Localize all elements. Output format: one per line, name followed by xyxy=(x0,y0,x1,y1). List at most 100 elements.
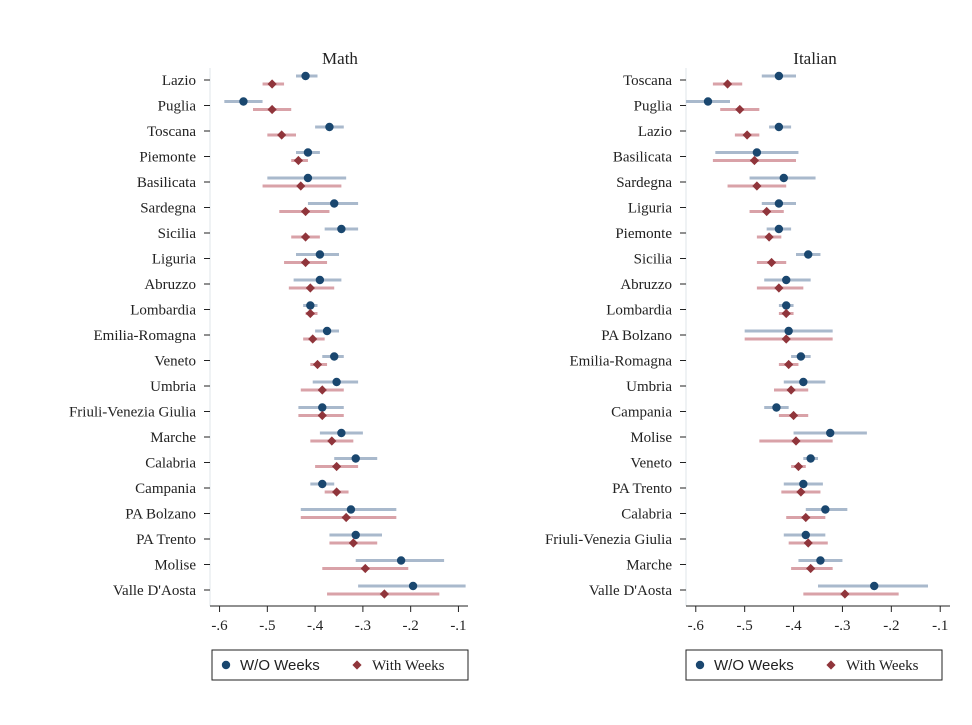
legend-marker-wo xyxy=(695,660,705,670)
legend-marker-with xyxy=(352,660,362,670)
data-point xyxy=(351,454,360,463)
x-tick-label: -.4 xyxy=(785,618,802,634)
category-label: Lombardia xyxy=(130,303,196,319)
data-point xyxy=(801,512,811,523)
data-point xyxy=(408,581,418,591)
data-point xyxy=(351,530,360,540)
data-point xyxy=(300,232,311,242)
data-point xyxy=(346,505,356,514)
data-point xyxy=(782,275,791,285)
data-point xyxy=(301,71,310,81)
data-point xyxy=(774,199,784,208)
data-point xyxy=(332,461,342,472)
category-label: Valle D'Aosta xyxy=(113,583,196,599)
data-point xyxy=(360,563,370,574)
data-point xyxy=(332,377,341,387)
data-point xyxy=(782,301,791,310)
data-point xyxy=(315,275,325,285)
data-point xyxy=(781,334,791,344)
category-label: Molise xyxy=(154,558,196,574)
data-point xyxy=(318,479,327,489)
data-point xyxy=(317,410,327,421)
data-point xyxy=(305,308,315,319)
data-point xyxy=(784,326,793,336)
legend-label: W/O Weeks xyxy=(714,657,794,674)
data-point xyxy=(300,257,311,268)
data-point xyxy=(332,487,342,497)
x-tick-label: -.3 xyxy=(355,618,371,634)
data-point xyxy=(774,224,784,234)
panel-math: Math Lazio Puglia Toscana Piemonte Basilicata… xyxy=(69,49,469,681)
data-point xyxy=(300,206,311,217)
data-point xyxy=(774,122,784,132)
data-point xyxy=(303,173,313,183)
x-tick-label: -.2 xyxy=(403,618,419,634)
category-label: PA Bolzano xyxy=(125,507,196,523)
category-label: Valle D'Aosta xyxy=(589,583,672,599)
data-point xyxy=(772,403,781,412)
category-label: Liguria xyxy=(152,252,196,268)
legend-label: With Weeks xyxy=(372,658,445,674)
category-label: PA Bolzano xyxy=(601,328,672,344)
category-label: Sicilia xyxy=(158,226,197,242)
data-point xyxy=(816,556,825,565)
data-point xyxy=(337,428,346,438)
data-point xyxy=(796,352,806,361)
data-point xyxy=(752,148,762,157)
data-point xyxy=(804,250,813,259)
category-label: Marche xyxy=(150,430,196,446)
data-point xyxy=(379,589,389,599)
data-point xyxy=(799,377,808,387)
data-point xyxy=(764,232,774,242)
category-label: Friuli-Venezia Giulia xyxy=(69,405,196,421)
data-point xyxy=(803,538,813,548)
category-label: Veneto xyxy=(630,456,672,472)
x-tick-label: -.2 xyxy=(883,618,899,634)
data-point xyxy=(348,538,358,548)
data-point xyxy=(330,352,339,361)
data-point xyxy=(762,206,772,217)
category-label: Campania xyxy=(611,405,672,421)
data-point xyxy=(784,359,794,370)
data-point xyxy=(239,97,248,106)
data-point xyxy=(766,257,777,268)
data-point xyxy=(703,97,713,106)
category-label: Umbria xyxy=(626,379,672,395)
data-point xyxy=(327,436,337,446)
x-tick-label: -.5 xyxy=(259,618,275,634)
data-point xyxy=(779,173,788,183)
category-label: Sardegna xyxy=(140,201,196,217)
legend: W/O Weeks With Weeks xyxy=(211,649,469,681)
data-point xyxy=(293,155,303,166)
data-point xyxy=(267,79,277,89)
category-label: PA Trento xyxy=(136,532,196,548)
data-point xyxy=(799,479,808,489)
data-point xyxy=(318,403,327,412)
data-point xyxy=(296,181,306,191)
category-label: Puglia xyxy=(634,99,673,115)
legend: W/O Weeks With Weeks xyxy=(685,649,943,681)
category-label: PA Trento xyxy=(612,481,672,497)
category-label: Toscana xyxy=(147,124,196,140)
category-label: Calabria xyxy=(145,456,196,472)
category-label: Lazio xyxy=(638,124,672,140)
data-point xyxy=(774,71,784,81)
category-label: Emilia-Romagna xyxy=(570,354,673,370)
category-label: Abruzzo xyxy=(144,277,196,293)
category-label: Puglia xyxy=(158,99,197,115)
category-label: Toscana xyxy=(623,73,672,89)
category-label: Lombardia xyxy=(606,303,672,319)
panel-italian: Italian Toscana Puglia Lazio Basilicata Sarde… xyxy=(545,49,950,681)
data-point xyxy=(781,308,791,319)
data-point xyxy=(826,428,835,438)
category-label: Emilia-Romagna xyxy=(94,328,197,344)
data-point xyxy=(806,454,815,463)
legend-box xyxy=(685,649,943,681)
data-point xyxy=(786,385,796,395)
x-tick-label: -.4 xyxy=(307,618,324,634)
category-label: Umbria xyxy=(150,379,196,395)
data-point xyxy=(341,512,351,523)
data-point xyxy=(325,122,334,132)
